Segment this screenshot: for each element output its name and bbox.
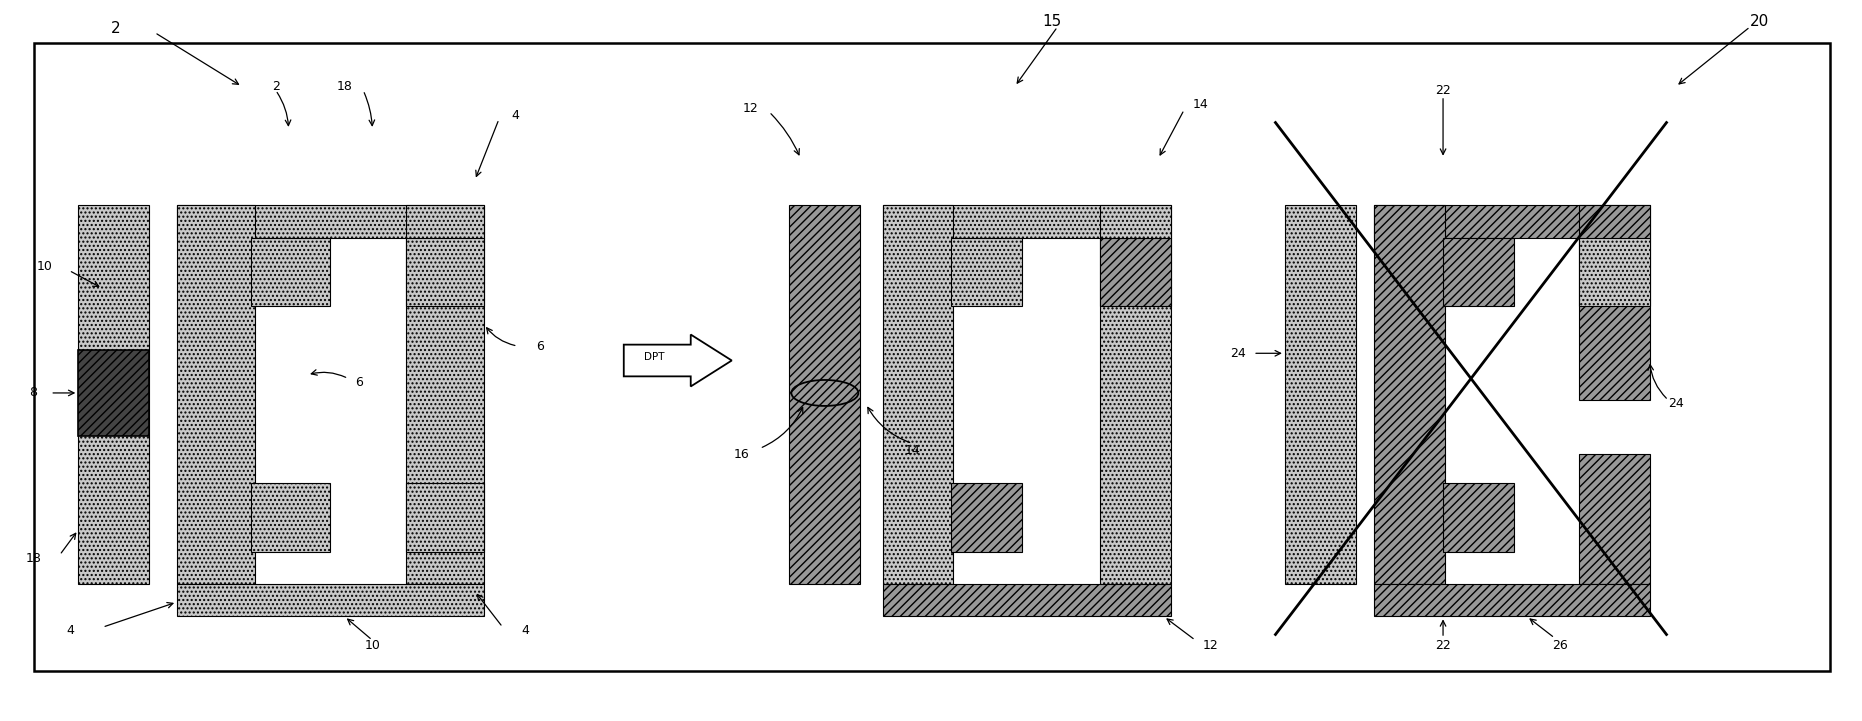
Bar <box>1374 205 1650 238</box>
Text: 22: 22 <box>1436 84 1450 97</box>
Bar <box>883 205 953 584</box>
Bar <box>951 483 1022 552</box>
FancyArrow shape <box>624 335 732 386</box>
Bar <box>78 350 149 436</box>
Bar <box>1100 238 1171 306</box>
Text: 10: 10 <box>37 260 52 273</box>
Bar <box>34 43 1830 671</box>
Bar <box>1374 584 1650 616</box>
Bar <box>177 205 255 584</box>
Text: 4: 4 <box>512 109 519 122</box>
Text: 2: 2 <box>272 80 279 93</box>
Bar <box>1285 205 1356 584</box>
Text: 6: 6 <box>536 340 544 353</box>
Text: 15: 15 <box>1043 14 1061 29</box>
Text: DPT: DPT <box>644 352 665 362</box>
Bar <box>251 483 330 552</box>
Text: 4: 4 <box>521 624 529 637</box>
Bar <box>789 205 860 584</box>
Bar <box>78 205 149 584</box>
Bar <box>406 205 484 584</box>
Bar <box>406 238 484 306</box>
Bar <box>951 238 1022 306</box>
Bar <box>177 205 484 238</box>
Text: 24: 24 <box>1668 397 1683 410</box>
Bar <box>1579 454 1650 584</box>
Bar <box>883 205 1171 238</box>
Text: 6: 6 <box>356 376 363 389</box>
Text: 10: 10 <box>365 639 380 652</box>
Bar <box>1374 205 1445 584</box>
Text: 24: 24 <box>1231 347 1246 360</box>
Text: 26: 26 <box>1553 639 1568 652</box>
Text: 22: 22 <box>1436 639 1450 652</box>
Bar <box>177 584 484 616</box>
Bar <box>883 584 1171 616</box>
Text: 18: 18 <box>337 80 352 93</box>
Text: 12: 12 <box>1203 639 1218 652</box>
Bar <box>1100 205 1171 584</box>
Bar <box>251 238 330 306</box>
Text: 4: 4 <box>67 624 74 637</box>
Text: 2: 2 <box>110 22 121 36</box>
Text: 16: 16 <box>734 448 749 461</box>
Bar <box>1443 238 1514 306</box>
Bar <box>1579 238 1650 306</box>
Text: 18: 18 <box>26 552 41 565</box>
Bar <box>406 483 484 552</box>
Text: 12: 12 <box>743 102 758 115</box>
Text: 8: 8 <box>30 386 37 399</box>
Bar <box>1443 483 1514 552</box>
Text: 14: 14 <box>1194 98 1208 111</box>
Bar <box>1579 205 1650 400</box>
Text: 20: 20 <box>1750 14 1769 29</box>
Text: 14: 14 <box>905 444 920 457</box>
